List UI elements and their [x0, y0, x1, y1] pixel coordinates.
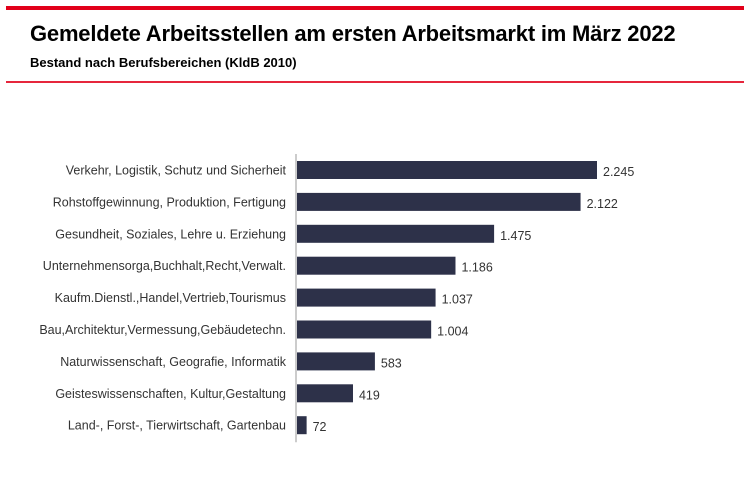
value-label: 1.186 [461, 261, 492, 275]
category-label: Rohstoffgewinnung, Produktion, Fertigung [53, 195, 286, 209]
value-label: 1.475 [500, 229, 531, 243]
value-label: 583 [381, 356, 402, 370]
chart-subtitle: Bestand nach Berufsbereichen (KldB 2010) [30, 55, 297, 70]
category-label: Verkehr, Logistik, Schutz und Sicherheit [66, 164, 287, 178]
top-accent-rule [6, 6, 744, 10]
bar [297, 224, 495, 243]
bar [297, 320, 432, 339]
value-label: 1.004 [437, 325, 468, 339]
chart-title: Gemeldete Arbeitsstellen am ersten Arbei… [30, 21, 676, 46]
category-label: Bau,Architektur,Vermessung,Gebäudetechn. [39, 323, 286, 337]
bar [297, 192, 581, 211]
bar [297, 161, 597, 179]
bar [297, 352, 375, 371]
bar [297, 256, 456, 275]
value-label: 419 [359, 388, 380, 402]
category-label: Geisteswissenschaften, Kultur,Gestaltung [55, 387, 286, 401]
value-label: 2.122 [587, 197, 618, 211]
value-label: 1.037 [442, 293, 473, 307]
category-label: Kaufm.Dienstl.,Handel,Vertrieb,Tourismus [55, 291, 286, 305]
bars-layer: Verkehr, Logistik, Schutz und Sicherheit… [39, 161, 634, 435]
category-label: Unternehmensorga,Buchhalt,Recht,Verwalt. [43, 259, 286, 273]
bar [297, 288, 436, 307]
value-label: 2.245 [603, 165, 634, 179]
value-label: 72 [313, 420, 327, 434]
bar [297, 384, 353, 403]
category-label: Naturwissenschaft, Geografie, Informatik [60, 355, 287, 369]
bar [297, 416, 307, 435]
category-label: Gesundheit, Soziales, Lehre u. Erziehung [55, 227, 286, 241]
header-divider [6, 81, 744, 83]
category-label: Land-, Forst-, Tierwirtschaft, Gartenbau [68, 419, 286, 433]
